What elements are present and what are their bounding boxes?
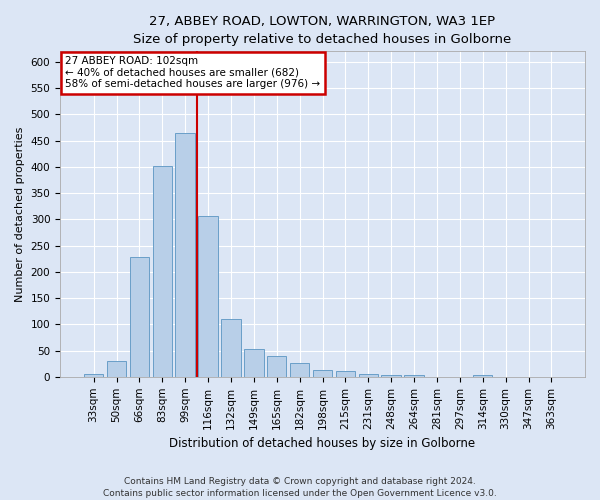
Y-axis label: Number of detached properties: Number of detached properties [15,126,25,302]
Bar [267,356,286,377]
Bar [199,216,218,377]
Bar [335,371,355,377]
Text: 27 ABBEY ROAD: 102sqm
← 40% of detached houses are smaller (682)
58% of semi-det: 27 ABBEY ROAD: 102sqm ← 40% of detached … [65,56,320,90]
Text: Contains HM Land Registry data © Crown copyright and database right 2024.
Contai: Contains HM Land Registry data © Crown c… [103,476,497,498]
Bar [107,361,126,377]
Bar [404,375,424,377]
X-axis label: Distribution of detached houses by size in Golborne: Distribution of detached houses by size … [169,437,476,450]
Bar [473,375,493,377]
Bar [152,166,172,377]
Bar [313,370,332,377]
Bar [244,349,263,377]
Bar [130,257,149,377]
Bar [382,375,401,377]
Bar [84,374,103,377]
Bar [290,363,310,377]
Bar [359,374,378,377]
Bar [175,132,195,377]
Title: 27, ABBEY ROAD, LOWTON, WARRINGTON, WA3 1EP
Size of property relative to detache: 27, ABBEY ROAD, LOWTON, WARRINGTON, WA3 … [133,15,512,46]
Bar [221,319,241,377]
